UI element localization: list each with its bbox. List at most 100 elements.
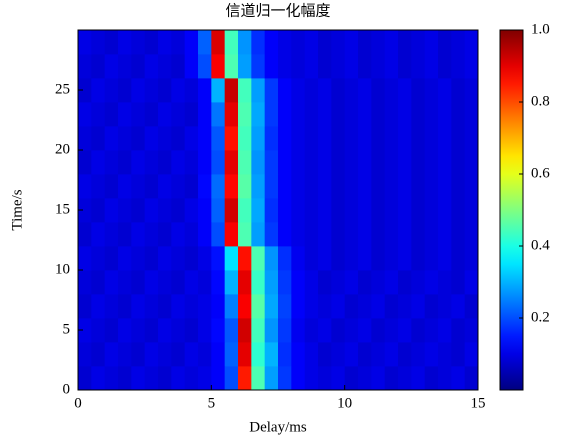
heatmap-cell — [344, 246, 359, 271]
heatmap-cell — [411, 78, 426, 103]
heatmap-cell — [104, 126, 119, 151]
heatmap-cell — [184, 102, 199, 127]
heatmap-cell — [131, 30, 146, 55]
heatmap-cell — [371, 246, 386, 271]
heatmap-cell — [384, 150, 399, 175]
heatmap-cell — [398, 198, 412, 223]
heatmap-cell — [184, 246, 199, 271]
heatmap-cell — [184, 126, 199, 151]
heatmap-cell — [251, 30, 266, 55]
heatmap-cell — [104, 78, 119, 103]
heatmap-cell — [278, 342, 292, 367]
heatmap-cell — [251, 54, 266, 79]
heatmap-cell — [371, 78, 386, 103]
heatmap-cell — [331, 222, 346, 247]
heatmap-cell — [171, 54, 186, 79]
heatmap-cell — [464, 198, 479, 223]
heatmap-cell — [331, 294, 346, 319]
heatmap-cell — [278, 54, 292, 79]
heatmap-cell — [424, 78, 439, 103]
heatmap-cell — [358, 102, 372, 127]
heatmap-cell — [78, 30, 92, 55]
heatmap-cell — [318, 294, 332, 319]
heatmap-cell — [104, 366, 119, 391]
heatmap-cell — [238, 54, 252, 79]
heatmap-cell — [424, 246, 439, 271]
heatmap-cell — [118, 174, 132, 199]
heatmap-cell — [304, 78, 319, 103]
heatmap-cell — [104, 150, 119, 175]
heatmap-cell — [278, 318, 292, 343]
heatmap-cell — [451, 174, 466, 199]
heatmap-cell — [264, 222, 279, 247]
y-tick-label: 20 — [55, 141, 70, 157]
heatmap-cell — [304, 294, 319, 319]
heatmap-cell — [264, 174, 279, 199]
heatmap-cell — [211, 150, 226, 175]
heatmap-cell — [398, 78, 412, 103]
heatmap-cell — [451, 54, 466, 79]
colorbar-tick-label: 0.2 — [531, 309, 550, 325]
heatmap-cell — [158, 174, 172, 199]
heatmap-cell — [171, 318, 186, 343]
heatmap-cell — [344, 366, 359, 391]
heatmap-cell — [358, 246, 372, 271]
heatmap-cell — [384, 294, 399, 319]
heatmap-cell — [384, 198, 399, 223]
y-tick-label: 15 — [55, 201, 70, 217]
heatmap-cell — [438, 102, 452, 127]
heatmap-cell — [224, 342, 239, 367]
heatmap-cell — [344, 174, 359, 199]
heatmap-cell — [438, 174, 452, 199]
heatmap-cell — [304, 174, 319, 199]
chart-title: 信道归一化幅度 — [225, 2, 330, 19]
heatmap-cell — [78, 342, 92, 367]
heatmap-cell — [144, 318, 159, 343]
heatmap-cell — [171, 174, 186, 199]
heatmap-cell — [131, 174, 146, 199]
heatmap-cell — [291, 366, 306, 391]
heatmap-cell — [131, 222, 146, 247]
heatmap-cell — [118, 150, 132, 175]
heatmap-cell — [304, 126, 319, 151]
heatmap-cell — [211, 366, 226, 391]
heatmap-cell — [171, 102, 186, 127]
heatmap-cell — [211, 198, 226, 223]
heatmap-cell — [238, 174, 252, 199]
heatmap-cell — [411, 150, 426, 175]
heatmap-cell — [464, 30, 479, 55]
heatmap-cell — [384, 126, 399, 151]
heatmap-cell — [198, 294, 212, 319]
heatmap-cell — [264, 54, 279, 79]
heatmap-cell — [251, 318, 266, 343]
heatmap-cell — [78, 246, 92, 271]
heatmap-cell — [184, 174, 199, 199]
heatmap-cell — [278, 198, 292, 223]
heatmap-cell — [358, 30, 372, 55]
heatmap-cell — [318, 198, 332, 223]
heatmap-cell — [278, 222, 292, 247]
heatmap-cell — [118, 342, 132, 367]
heatmap-cell — [318, 150, 332, 175]
heatmap-cell — [318, 246, 332, 271]
heatmap-cell — [78, 78, 92, 103]
heatmap-cell — [291, 126, 306, 151]
heatmap-cell — [104, 246, 119, 271]
heatmap-cell — [371, 270, 386, 295]
heatmap-cell — [264, 246, 279, 271]
heatmap-cell — [78, 174, 92, 199]
heatmap-cell — [371, 54, 386, 79]
heatmap-cell — [464, 78, 479, 103]
heatmap-cell — [158, 198, 172, 223]
heatmap-cell — [171, 294, 186, 319]
heatmap-cell — [344, 198, 359, 223]
heatmap-cell — [198, 222, 212, 247]
heatmap-cell — [384, 270, 399, 295]
heatmap-cell — [278, 30, 292, 55]
heatmap-cell — [438, 294, 452, 319]
heatmap-cell — [118, 54, 132, 79]
heatmap-cell — [278, 294, 292, 319]
heatmap-cell — [238, 246, 252, 271]
heatmap-cell — [464, 54, 479, 79]
